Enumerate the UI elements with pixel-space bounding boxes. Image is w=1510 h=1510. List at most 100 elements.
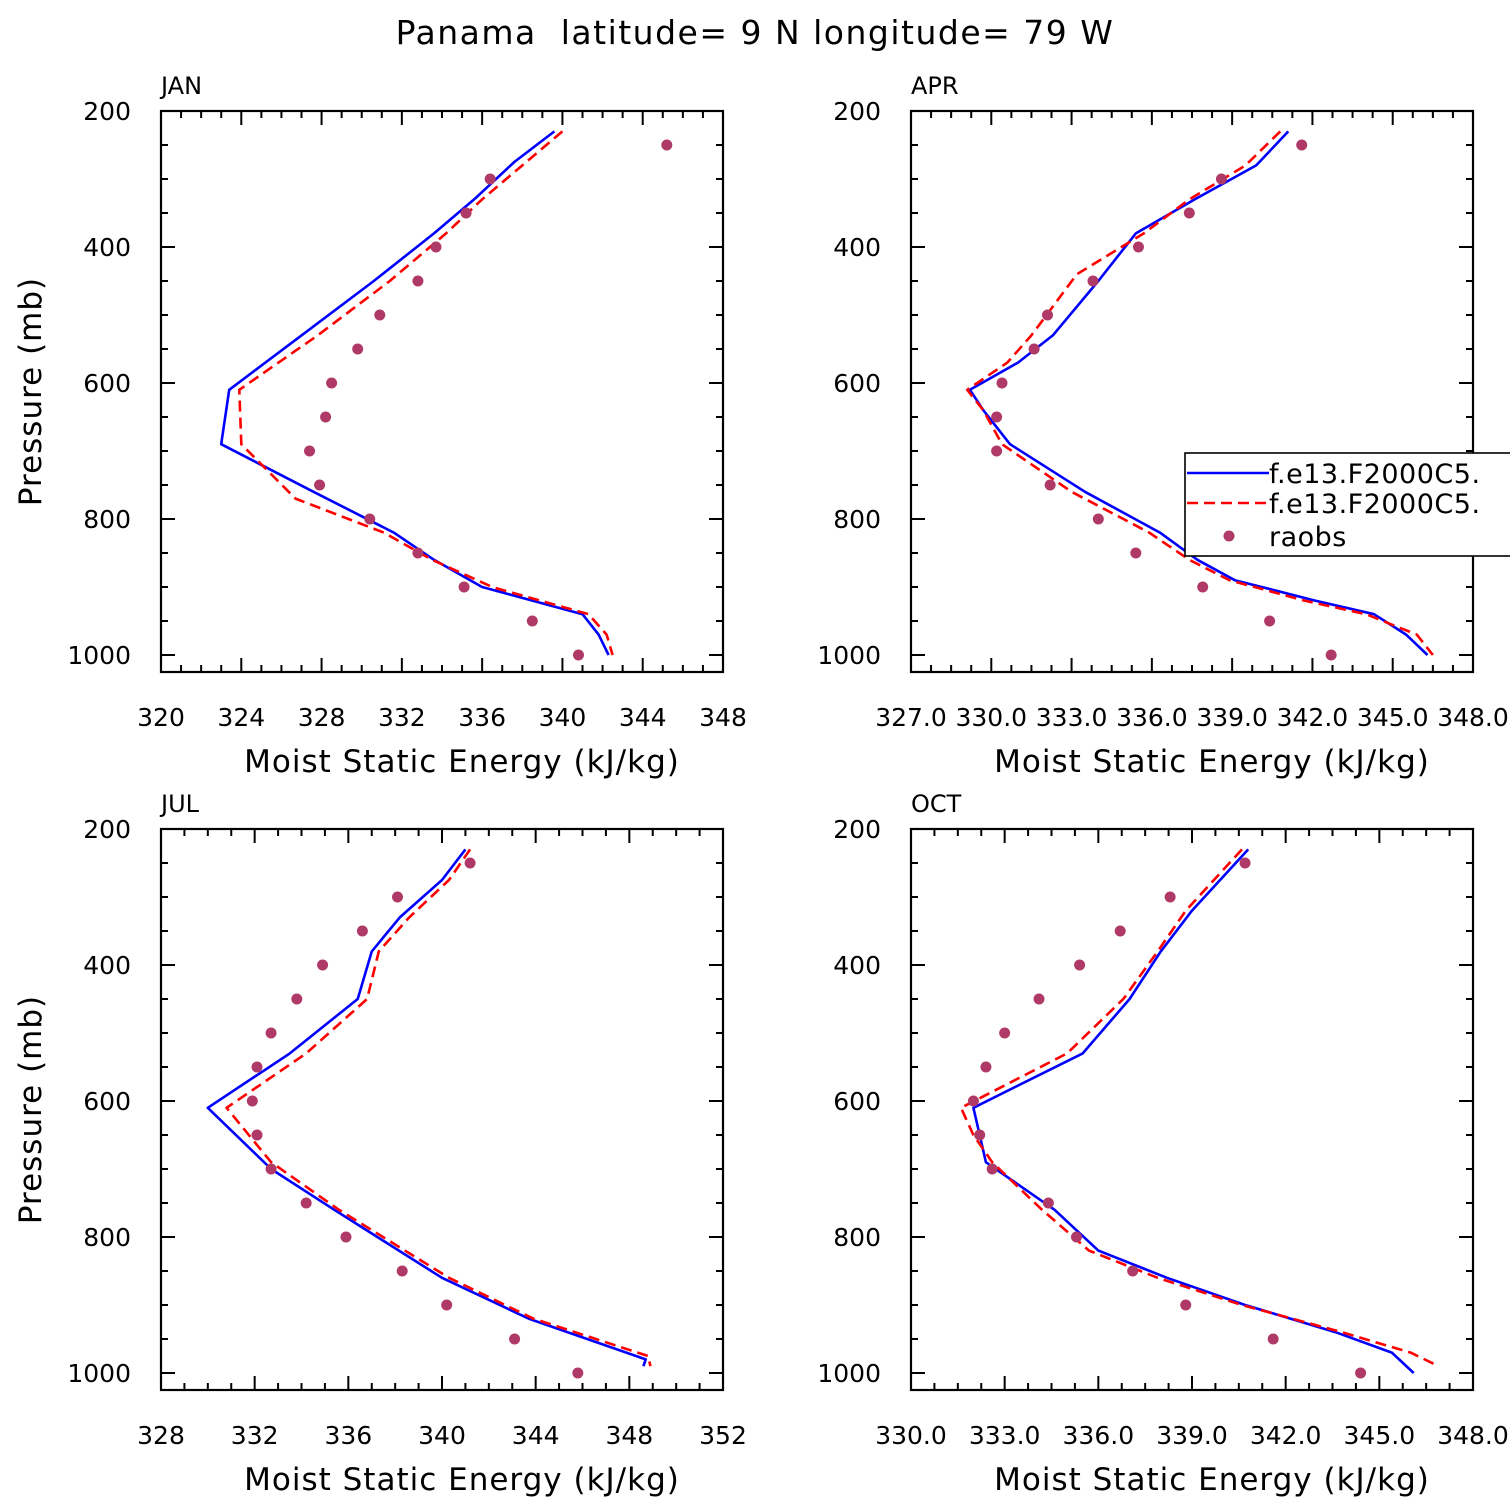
y-tick-label: 200 bbox=[833, 815, 881, 844]
raobs-point bbox=[246, 1095, 258, 1107]
raobs-point bbox=[572, 1367, 584, 1379]
y-tick-label: 400 bbox=[83, 233, 131, 262]
x-tick-label: 348.0 bbox=[1437, 1421, 1509, 1450]
raobs-point bbox=[1132, 241, 1144, 253]
y-axis-label: Pressure (mb) bbox=[13, 277, 49, 506]
figure-title: Panama latitude= 9 N longitude= 79 W bbox=[396, 13, 1115, 52]
series-line-model1 bbox=[968, 130, 1429, 656]
raobs-point bbox=[265, 1163, 277, 1175]
raobs-point bbox=[661, 139, 673, 151]
y-tick-label: 1000 bbox=[67, 641, 131, 670]
raobs-point bbox=[326, 377, 338, 389]
raobs-point bbox=[980, 1061, 992, 1073]
raobs-point bbox=[396, 1265, 408, 1277]
raobs-point bbox=[300, 1197, 312, 1209]
panels: JAN 320 324 328 332 336 340 344 348 200 400 600 800 1… bbox=[13, 72, 1509, 1498]
x-tick-label: 340 bbox=[418, 1421, 466, 1450]
x-tick-label: 344 bbox=[512, 1421, 560, 1450]
raobs-point bbox=[1180, 1299, 1192, 1311]
raobs-point bbox=[484, 173, 496, 185]
x-tick-label: 344 bbox=[619, 703, 667, 732]
raobs-point bbox=[314, 479, 326, 491]
x-tick-label: 332 bbox=[231, 1421, 279, 1450]
x-tick-label: 330.0 bbox=[875, 1421, 947, 1450]
raobs-point bbox=[374, 309, 386, 321]
raobs-point bbox=[1130, 547, 1142, 559]
raobs-point bbox=[1042, 1197, 1054, 1209]
x-axis-label: Moist Static Energy (kJ/kg) bbox=[244, 744, 680, 780]
panel-oct: OCT 330.0 333.0 336.0 339.0 342.0 345.0 348.0 20… bbox=[817, 790, 1508, 1498]
raobs-point bbox=[1044, 479, 1056, 491]
raobs-point bbox=[1028, 343, 1040, 355]
raobs-point bbox=[441, 1299, 453, 1311]
panel-apr: APR 327.0 330.0 333.0 336.0 339.0 342.0 345.0 34… bbox=[817, 72, 1508, 780]
raobs-point bbox=[986, 1163, 998, 1175]
y-tick-label: 400 bbox=[833, 951, 881, 980]
x-axis-label: Moist Static Energy (kJ/kg) bbox=[994, 744, 1430, 780]
raobs-point bbox=[352, 343, 364, 355]
legend-entry: raobs bbox=[1269, 522, 1347, 553]
raobs-point bbox=[991, 445, 1003, 457]
raobs-point bbox=[1164, 891, 1176, 903]
raobs-point bbox=[509, 1333, 521, 1345]
raobs-point bbox=[1325, 649, 1337, 661]
series-line-model1 bbox=[219, 130, 610, 656]
y-tick-label: 1000 bbox=[67, 1359, 131, 1388]
raobs-point bbox=[1264, 615, 1276, 627]
series-line-model1 bbox=[972, 848, 1415, 1374]
y-tick-label: 800 bbox=[833, 505, 881, 534]
x-tick-label: 333.0 bbox=[1036, 703, 1108, 732]
panel-jul-label: JUL bbox=[159, 790, 200, 818]
raobs-point bbox=[974, 1129, 986, 1141]
raobs-point bbox=[1070, 1231, 1082, 1243]
y-tick-label: 200 bbox=[833, 97, 881, 126]
raobs-point bbox=[1215, 173, 1227, 185]
panel-jan: JAN 320 324 328 332 336 340 344 348 200 400 600 800 1… bbox=[13, 72, 747, 780]
panel-apr-label: APR bbox=[911, 72, 959, 100]
y-tick-label: 800 bbox=[83, 1223, 131, 1252]
raobs-point bbox=[1041, 309, 1053, 321]
y-axis-label: Pressure (mb) bbox=[13, 995, 49, 1224]
x-tick-label: 336.0 bbox=[1116, 703, 1188, 732]
x-tick-label: 342.0 bbox=[1277, 703, 1349, 732]
raobs-point bbox=[1092, 513, 1104, 525]
y-tick-label: 800 bbox=[833, 1223, 881, 1252]
x-tick-label: 348 bbox=[699, 703, 747, 732]
raobs-point bbox=[1183, 207, 1195, 219]
y-tick-label: 800 bbox=[83, 505, 131, 534]
raobs-point bbox=[251, 1061, 263, 1073]
series-line-model2 bbox=[238, 130, 614, 656]
raobs-point bbox=[317, 959, 329, 971]
x-tick-label: 336 bbox=[324, 1421, 372, 1450]
raobs-point bbox=[1114, 925, 1126, 937]
x-tick-label: 336 bbox=[458, 703, 506, 732]
x-tick-label: 327.0 bbox=[875, 703, 947, 732]
raobs-point bbox=[1087, 275, 1099, 287]
x-tick-label: 332 bbox=[378, 703, 426, 732]
raobs-point bbox=[364, 513, 376, 525]
y-tick-label: 400 bbox=[83, 951, 131, 980]
y-tick-label: 600 bbox=[83, 369, 131, 398]
panel-jul: JUL 328 332 336 340 344 348 352 200 400 600 800 1000… bbox=[13, 790, 747, 1498]
panel-jan-data bbox=[219, 130, 673, 661]
raobs-point bbox=[1296, 139, 1308, 151]
x-tick-label: 340 bbox=[539, 703, 587, 732]
raobs-point bbox=[1355, 1367, 1367, 1379]
raobs-point bbox=[460, 207, 472, 219]
x-tick-label: 330.0 bbox=[955, 703, 1027, 732]
x-tick-label: 328 bbox=[137, 1421, 185, 1450]
x-tick-label: 345.0 bbox=[1357, 703, 1429, 732]
legend-entry: f.e13.F2000C5. bbox=[1269, 459, 1481, 490]
raobs-point bbox=[1127, 1265, 1139, 1277]
y-tick-label: 600 bbox=[83, 1087, 131, 1116]
series-line-model1 bbox=[206, 848, 648, 1367]
raobs-point bbox=[572, 649, 584, 661]
panel-oct-frame bbox=[909, 827, 1475, 1392]
x-tick-label: 324 bbox=[217, 703, 265, 732]
raobs-point bbox=[265, 1027, 277, 1039]
y-tick-label: 200 bbox=[83, 97, 131, 126]
series-line-model2 bbox=[959, 848, 1440, 1368]
raobs-point bbox=[430, 241, 442, 253]
x-tick-label: 320 bbox=[137, 703, 185, 732]
x-axis-label: Moist Static Energy (kJ/kg) bbox=[244, 1462, 680, 1498]
